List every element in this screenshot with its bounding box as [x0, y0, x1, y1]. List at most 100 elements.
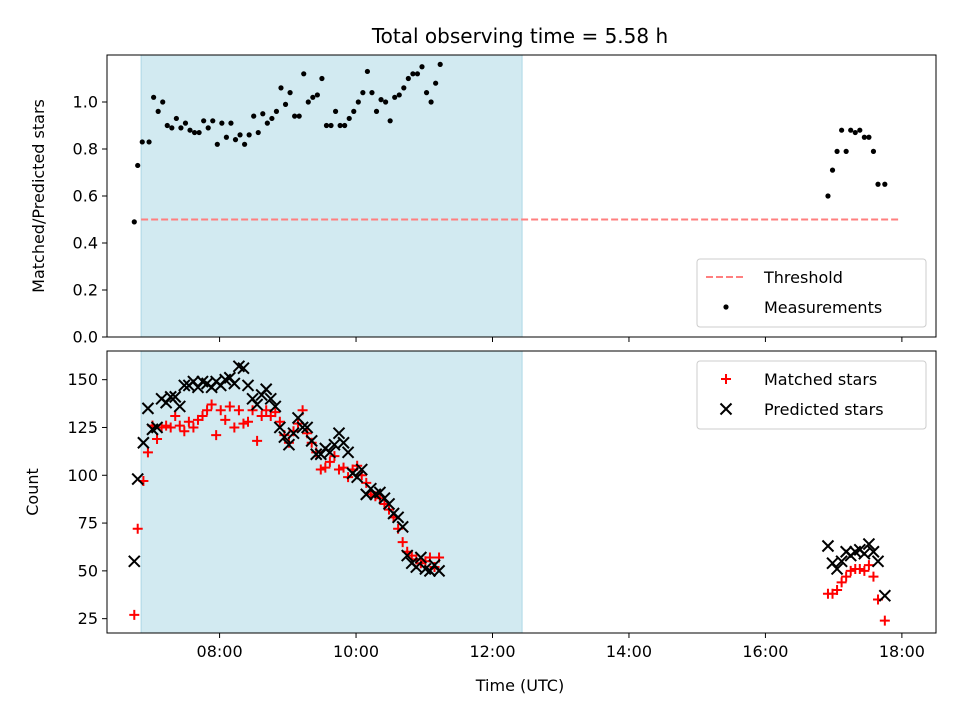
- data-point: [187, 127, 193, 133]
- data-point: [310, 448, 323, 461]
- data-point: [305, 434, 318, 448]
- data-point: [264, 392, 277, 406]
- data-point: [857, 127, 863, 133]
- data-point: [870, 148, 877, 154]
- data-point: [237, 361, 250, 375]
- data-point: [131, 472, 144, 486]
- data-point: [196, 129, 202, 136]
- legend-dot-swatch: [723, 304, 729, 310]
- series-predicted-stars: [128, 360, 892, 602]
- y-tick-label: 0.4: [73, 234, 98, 253]
- legend-box: [696, 360, 927, 430]
- data-point: [834, 148, 840, 154]
- data-point: [256, 411, 267, 422]
- legend-box: [696, 258, 927, 328]
- data-point: [128, 555, 141, 568]
- data-point: [410, 560, 423, 574]
- y-tick-label: 0.6: [73, 187, 98, 206]
- data-point: [882, 181, 888, 187]
- data-point: [160, 99, 166, 105]
- data-point: [878, 589, 892, 602]
- data-point: [229, 422, 240, 433]
- data-point: [319, 75, 325, 82]
- data-point: [401, 549, 414, 562]
- top-y-axis-ticks: 0.0 0.2 0.4 0.6 0.8 1.0: [73, 93, 107, 347]
- legend-label: Matched stars: [764, 370, 877, 389]
- data-point: [378, 97, 384, 103]
- data-point: [866, 134, 872, 140]
- data-point: [861, 134, 867, 140]
- data-point: [852, 129, 858, 136]
- legend-cross-swatch: [719, 402, 733, 416]
- data-point: [182, 120, 189, 126]
- data-point: [338, 462, 349, 473]
- data-point: [414, 551, 428, 564]
- data-point: [197, 411, 208, 422]
- legend-label: Threshold: [763, 268, 843, 287]
- data-point: [832, 584, 843, 595]
- data-point: [845, 565, 856, 576]
- data-point: [337, 436, 350, 449]
- data-point: [296, 421, 309, 434]
- data-point: [173, 400, 186, 413]
- bottom-x-axis-ticks: 08:00 10:00 12:00 14:00 16:00 18:00: [197, 633, 925, 661]
- y-tick-label: 0.8: [73, 140, 98, 159]
- top-shaded-interval: [140, 54, 523, 338]
- data-point: [355, 99, 361, 105]
- data-point: [437, 61, 443, 67]
- data-point: [183, 416, 194, 427]
- data-point: [868, 571, 879, 582]
- data-point: [129, 609, 140, 620]
- data-point: [178, 125, 184, 131]
- data-point: [825, 193, 831, 199]
- data-point: [862, 537, 876, 551]
- data-point: [188, 422, 199, 433]
- data-point: [848, 127, 854, 133]
- data-point: [270, 407, 281, 418]
- data-point: [337, 122, 343, 129]
- data-point: [315, 464, 326, 475]
- data-point: [821, 539, 835, 553]
- data-point: [211, 430, 222, 441]
- data-point: [291, 411, 305, 425]
- observing-interval-shade: [140, 54, 523, 338]
- data-point: [306, 437, 317, 448]
- x-tick-label: 12:00: [469, 642, 515, 661]
- data-point: [269, 400, 282, 413]
- data-point: [288, 426, 299, 437]
- data-point: [206, 399, 217, 410]
- data-point: [287, 90, 293, 96]
- data-point: [228, 120, 234, 126]
- data-point: [397, 537, 408, 548]
- x-tick-label: 08:00: [197, 642, 243, 661]
- bottom-y-axis-ticks: 25 50 75 100 125 150: [67, 370, 107, 628]
- data-point: [410, 71, 416, 77]
- data-point: [169, 125, 175, 131]
- legend-label: Predicted stars: [764, 400, 884, 419]
- data-point: [261, 405, 272, 416]
- data-point: [232, 137, 239, 143]
- data-point: [373, 108, 380, 114]
- data-point: [324, 456, 335, 467]
- x-tick-label: 18:00: [879, 642, 925, 661]
- data-point: [419, 64, 425, 70]
- data-point: [328, 438, 341, 451]
- data-point: [320, 462, 331, 473]
- data-point: [264, 120, 270, 126]
- data-point: [164, 122, 170, 129]
- data-point: [287, 427, 300, 440]
- data-point: [346, 115, 352, 122]
- data-point: [142, 447, 153, 458]
- y-tick-label: 0.2: [73, 281, 98, 300]
- data-point: [310, 94, 316, 100]
- data-point: [274, 416, 285, 427]
- data-point: [414, 71, 421, 77]
- data-point: [152, 433, 163, 444]
- data-point: [364, 68, 371, 75]
- data-point: [238, 418, 249, 429]
- data-point: [132, 523, 143, 534]
- data-point: [432, 564, 446, 578]
- data-point: [875, 181, 881, 187]
- observing-interval-shade: [140, 350, 523, 634]
